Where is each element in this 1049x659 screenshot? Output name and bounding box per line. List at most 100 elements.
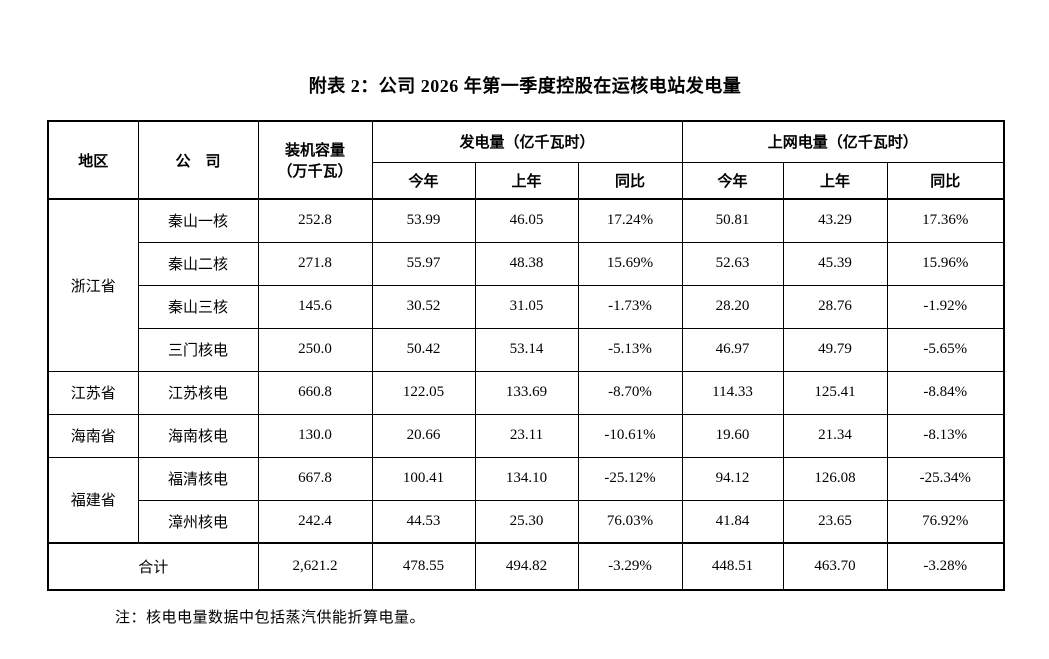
cell-gen-this-year: 20.66 xyxy=(371,413,476,458)
table-row: 海南省 海南核电 130.0 20.66 23.11 -10.61% 19.60… xyxy=(47,413,1005,458)
table-row: 三门核电 250.0 50.42 53.14 -5.13% 46.97 49.7… xyxy=(48,327,1005,372)
cell-company: 福清核电 xyxy=(137,456,259,501)
col-header-capacity-line2: （万千瓦） xyxy=(277,164,353,180)
cell-gen-yoy: -5.13% xyxy=(577,327,683,372)
cell-grid-this-year: 46.97 xyxy=(681,327,784,372)
cell-capacity: 667.8 xyxy=(257,456,373,501)
cell-gen-last-year: 53.14 xyxy=(474,327,579,372)
table-total-row: 合计 2,621.2 478.55 494.82 -3.29% 448.51 4… xyxy=(47,542,1005,591)
col-header-gen-last-year: 上年 xyxy=(474,161,579,200)
cell-company: 三门核电 xyxy=(137,327,259,372)
cell-gen-yoy: -1.73% xyxy=(577,284,683,329)
cell-company: 秦山三核 xyxy=(137,284,259,329)
col-header-capacity: 装机容量 （万千瓦） xyxy=(257,120,373,200)
table-header-row-sub: 今年 上年 同比 今年 上年 同比 xyxy=(48,161,1005,200)
cell-gen-last-year: 46.05 xyxy=(474,198,579,243)
cell-grid-last-year: 49.79 xyxy=(782,327,888,372)
cell-capacity: 242.4 xyxy=(257,499,373,544)
cell-gen-this-year: 44.53 xyxy=(371,499,476,544)
cell-gen-last-year: 134.10 xyxy=(474,456,579,501)
cell-gen-yoy: -10.61% xyxy=(577,413,683,458)
cell-grid-last-year: 125.41 xyxy=(782,370,888,415)
cell-gen-yoy: -25.12% xyxy=(577,456,683,501)
cell-gen-yoy: 17.24% xyxy=(577,198,683,243)
table-header-row-groups: 地区 公 司 装机容量 （万千瓦） 发电量（亿千瓦时） 上网电量（亿千瓦时） xyxy=(47,120,1005,200)
col-header-grid-this-year: 今年 xyxy=(681,161,784,200)
cell-region: 海南省 xyxy=(47,413,139,458)
cell-region: 浙江省 xyxy=(47,198,139,372)
cell-grid-last-year: 126.08 xyxy=(782,456,888,501)
cell-company: 海南核电 xyxy=(137,413,259,458)
col-header-gen-yoy: 同比 xyxy=(577,161,683,200)
cell-company: 江苏核电 xyxy=(137,370,259,415)
cell-capacity: 271.8 xyxy=(257,241,373,286)
cell-total-gen-yoy: -3.29% xyxy=(577,542,683,591)
cell-gen-this-year: 50.42 xyxy=(371,327,476,372)
table-row: 江苏省 江苏核电 660.8 122.05 133.69 -8.70% 114.… xyxy=(47,370,1005,415)
cell-capacity: 130.0 xyxy=(257,413,373,458)
col-header-grid-yoy: 同比 xyxy=(886,161,1005,200)
cell-grid-last-year: 21.34 xyxy=(782,413,888,458)
cell-gen-this-year: 100.41 xyxy=(371,456,476,501)
cell-gen-yoy: 76.03% xyxy=(577,499,683,544)
cell-gen-last-year: 133.69 xyxy=(474,370,579,415)
cell-gen-last-year: 25.30 xyxy=(474,499,579,544)
cell-company: 秦山二核 xyxy=(137,241,259,286)
cell-total-grid-this-year: 448.51 xyxy=(681,542,784,591)
table-row: 秦山三核 145.6 30.52 31.05 -1.73% 28.20 28.7… xyxy=(48,284,1005,329)
cell-grid-last-year: 23.65 xyxy=(782,499,888,544)
cell-grid-yoy: -8.13% xyxy=(886,413,1005,458)
cell-capacity: 250.0 xyxy=(257,327,373,372)
col-header-grid-last-year: 上年 xyxy=(782,161,888,200)
cell-grid-yoy: 76.92% xyxy=(886,499,1005,544)
cell-grid-this-year: 114.33 xyxy=(681,370,784,415)
cell-grid-yoy: -8.84% xyxy=(886,370,1005,415)
cell-grid-last-year: 28.76 xyxy=(782,284,888,329)
cell-capacity: 145.6 xyxy=(257,284,373,329)
cell-company: 漳州核电 xyxy=(137,499,259,544)
cell-gen-this-year: 122.05 xyxy=(371,370,476,415)
table-row: 浙江省 秦山一核 252.8 53.99 46.05 17.24% 50.81 … xyxy=(47,198,1005,372)
cell-gen-yoy: -8.70% xyxy=(577,370,683,415)
cell-grid-this-year: 28.20 xyxy=(681,284,784,329)
power-generation-table: 地区 公 司 装机容量 （万千瓦） 发电量（亿千瓦时） 上网电量（亿千瓦时） 今年… xyxy=(47,120,1006,591)
col-header-capacity-line1: 装机容量 xyxy=(284,143,345,159)
cell-gen-this-year: 53.99 xyxy=(371,198,476,243)
table-row: 秦山二核 271.8 55.97 48.38 15.69% 52.63 45.3… xyxy=(48,241,1005,286)
cell-grid-yoy: 15.96% xyxy=(886,241,1005,286)
cell-grid-this-year: 94.12 xyxy=(681,456,784,501)
cell-grid-this-year: 50.81 xyxy=(681,198,784,243)
cell-grid-this-year: 52.63 xyxy=(681,241,784,286)
cell-total-gen-this-year: 478.55 xyxy=(371,542,476,591)
cell-gen-yoy: 15.69% xyxy=(577,241,683,286)
col-header-gen-this-year: 今年 xyxy=(371,161,476,200)
footnote: 注：核电电量数据中包括蒸汽供能折算电量。 xyxy=(115,610,426,626)
cell-capacity: 252.8 xyxy=(257,198,373,243)
cell-grid-yoy: 17.36% xyxy=(886,198,1005,243)
cell-total-gen-last-year: 494.82 xyxy=(474,542,579,591)
col-header-region: 地区 xyxy=(47,120,139,200)
table-row: 漳州核电 242.4 44.53 25.30 76.03% 41.84 23.6… xyxy=(48,499,1005,544)
col-group-generation: 发电量（亿千瓦时） xyxy=(371,120,683,163)
cell-gen-this-year: 30.52 xyxy=(371,284,476,329)
cell-total-label: 合计 xyxy=(47,542,259,591)
col-group-ongrid: 上网电量（亿千瓦时） xyxy=(681,120,1005,163)
cell-gen-this-year: 55.97 xyxy=(371,241,476,286)
cell-region: 江苏省 xyxy=(47,370,139,415)
cell-grid-last-year: 45.39 xyxy=(782,241,888,286)
cell-grid-yoy: -25.34% xyxy=(886,456,1005,501)
cell-grid-last-year: 43.29 xyxy=(782,198,888,243)
cell-company: 秦山一核 xyxy=(137,198,259,243)
cell-gen-last-year: 48.38 xyxy=(474,241,579,286)
cell-grid-yoy: -1.92% xyxy=(886,284,1005,329)
cell-grid-yoy: -5.65% xyxy=(886,327,1005,372)
cell-total-grid-yoy: -3.28% xyxy=(886,542,1005,591)
page-title: 附表 2：公司 2026 年第一季度控股在运核电站发电量 xyxy=(308,76,742,96)
cell-grid-this-year: 41.84 xyxy=(681,499,784,544)
col-header-company: 公 司 xyxy=(137,120,259,200)
cell-grid-this-year: 19.60 xyxy=(681,413,784,458)
cell-gen-last-year: 31.05 xyxy=(474,284,579,329)
cell-region: 福建省 xyxy=(47,456,139,544)
cell-gen-last-year: 23.11 xyxy=(474,413,579,458)
